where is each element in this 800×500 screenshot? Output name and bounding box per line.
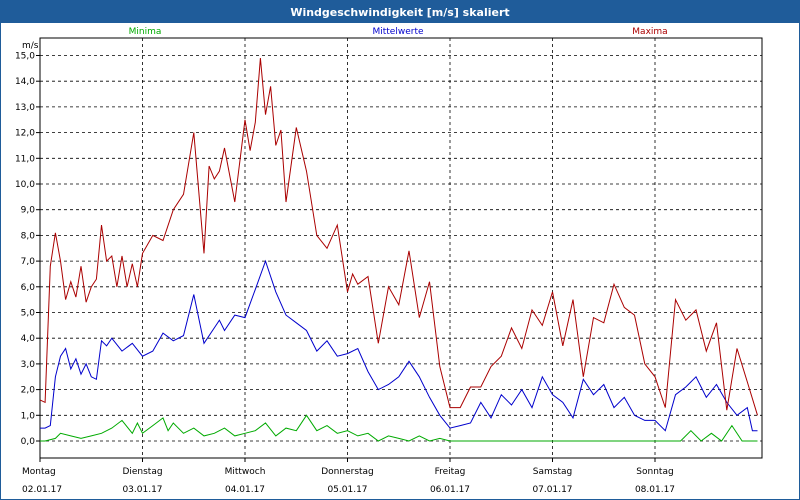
y-tick-label: 7,0 (21, 257, 36, 267)
x-tick-day: Montag (22, 467, 56, 477)
y-tick-label: 12,0 (15, 129, 35, 139)
series-line-mittelwerte (40, 259, 758, 432)
y-tick-label: 6,0 (21, 283, 36, 293)
y-tick-label: 1,0 (21, 411, 36, 421)
legend-entry: Mittelwerte (372, 27, 423, 37)
series-lines (39, 58, 758, 442)
y-tick-label: 0,0 (21, 437, 36, 447)
chart-title: Windgeschwindigkeit [m/s] skaliert (1, 1, 799, 23)
y-tick-label: 5,0 (21, 309, 36, 319)
legend-entry: Minima (129, 27, 162, 37)
x-tick-day: Dienstag (122, 467, 162, 477)
y-tick-label: 8,0 (21, 231, 36, 241)
series-line-minima (40, 414, 758, 442)
x-tick-date: 02.01.17 (22, 485, 62, 495)
y-tick-label: 4,0 (21, 334, 36, 344)
legend-entry: Maxima (632, 27, 667, 37)
y-tick-label: 2,0 (21, 386, 36, 396)
y-tick-label: 3,0 (21, 360, 36, 370)
plot-area (39, 37, 763, 459)
x-tick-day: Sonntag (636, 467, 673, 477)
x-tick-date: 04.01.17 (225, 485, 265, 495)
grid (40, 38, 762, 458)
x-tick-date: 08.01.17 (635, 485, 675, 495)
y-tick-label: 9,0 (21, 206, 36, 216)
y-ticks: 0,0 1,0 2,0 3,0 4,0 5,0 6,0 7,0 8,0 9,0 10,0 11,0 12… (15, 52, 40, 447)
y-tick-label: 11,0 (15, 154, 35, 164)
x-tick-day: Samstag (533, 467, 572, 477)
y-tick-label: 14,0 (15, 77, 35, 87)
x-tick-day: Mittwoch (225, 467, 266, 477)
series-line-maxima (39, 58, 758, 416)
x-tick-date: 07.01.17 (532, 485, 572, 495)
y-axis-label: m/s (22, 41, 39, 51)
y-tick-label: 13,0 (15, 103, 35, 113)
legend: Minima Mittelwerte Maxima (129, 27, 668, 37)
y-tick-label: 15,0 (15, 52, 35, 62)
x-tick-day: Donnerstag (321, 467, 374, 477)
x-ticks: Montag 02.01.17 Dienstag 03.01.17 Mittwoch 04… (22, 458, 675, 495)
x-tick-date: 03.01.17 (122, 485, 162, 495)
x-tick-date: 05.01.17 (327, 485, 367, 495)
x-tick-date: 06.01.17 (430, 485, 470, 495)
y-tick-label: 10,0 (15, 180, 35, 190)
x-tick-day: Freitag (435, 467, 466, 477)
